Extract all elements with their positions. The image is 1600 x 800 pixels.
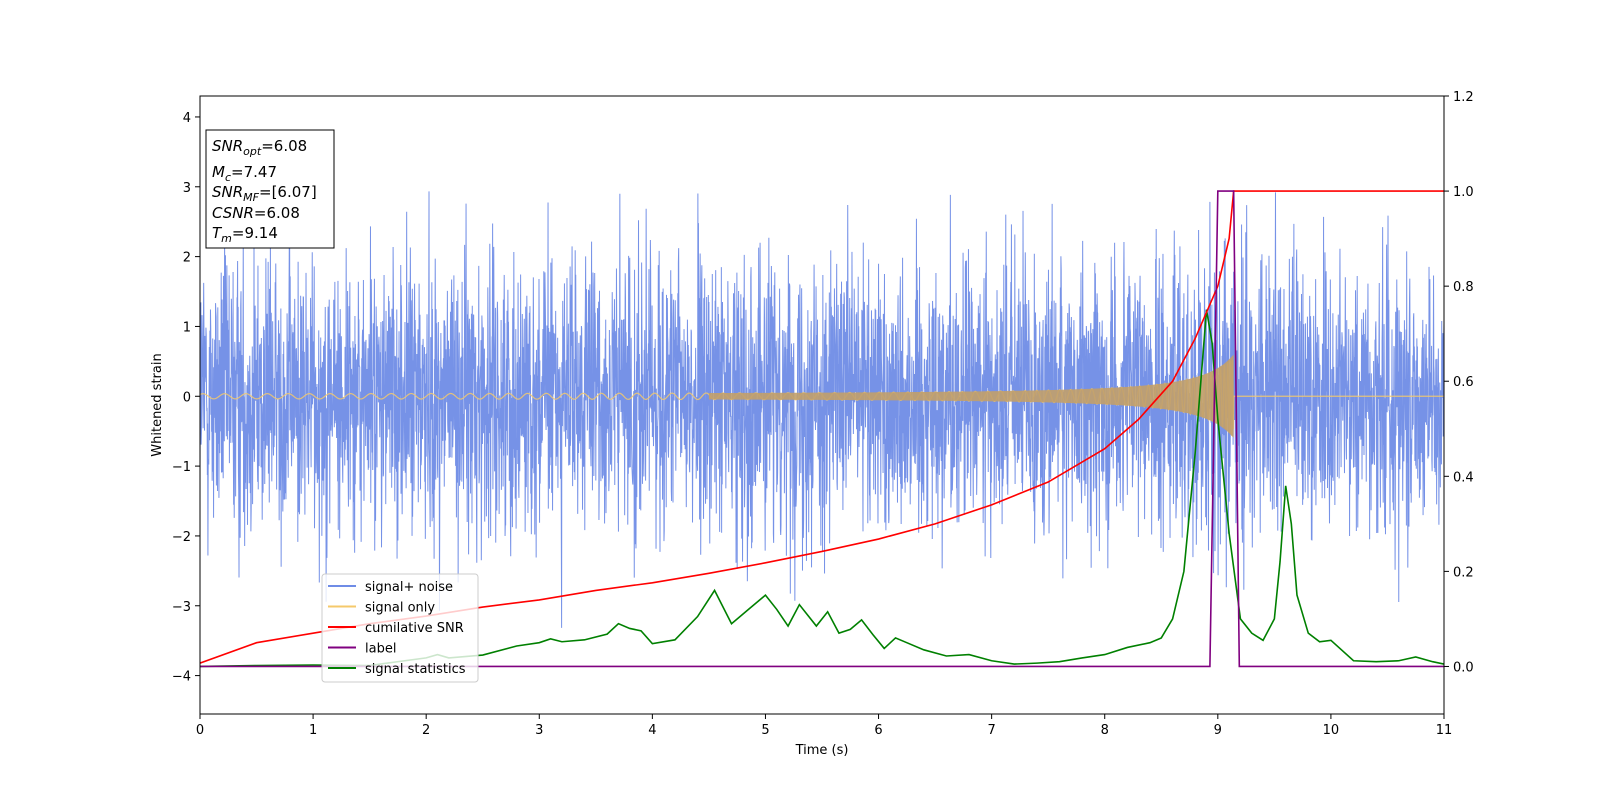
signal-noise-series (200, 191, 1444, 628)
x-tick-label: 0 (196, 723, 204, 738)
info-box-frame (205, 129, 335, 249)
y-right-tick-label: 1.2 (1453, 90, 1474, 105)
x-tick-label: 3 (535, 723, 543, 738)
info-line: CSNR=6.08 (212, 204, 300, 222)
y-axis-right: 0.0 0.2 0.4 0.6 0.8 1.0 1.2 (1444, 90, 1474, 675)
label-line (200, 190, 1444, 668)
legend-label: signal+ noise (365, 580, 453, 595)
x-tick-label: 8 (1101, 723, 1109, 738)
info-line: SNRopt=6.08 (212, 137, 307, 158)
y-axis-label: Whitened strain (150, 353, 165, 456)
y-left-tick-label: 4 (183, 111, 191, 126)
x-tick-label: 10 (1323, 723, 1340, 738)
x-tick-label: 2 (422, 723, 430, 738)
y-right-tick-label: 0.0 (1453, 660, 1474, 675)
y-left-tick-label: 1 (183, 320, 191, 335)
x-tick-label: 9 (1214, 723, 1222, 738)
y-right-tick-label: 0.8 (1453, 280, 1474, 295)
x-tick-label: 5 (761, 723, 769, 738)
info-line: SNRMF=[6.07] (212, 183, 317, 204)
legend-label: cumilative SNR (365, 621, 464, 636)
signal-statistics-line (200, 309, 1444, 668)
x-axis: 0 1 2 3 4 5 6 7 8 9 10 11 (196, 714, 1452, 738)
legend-label: signal statistics (365, 662, 466, 677)
y-right-tick-label: 0.4 (1453, 470, 1474, 485)
x-tick-label: 4 (648, 723, 656, 738)
legend-label: label (365, 642, 396, 657)
info-line: Tm=9.14 (212, 224, 278, 245)
y-left-tick-label: −2 (172, 530, 191, 545)
signal-noise-line (200, 191, 1444, 628)
y-left-tick-label: 0 (183, 390, 191, 405)
x-tick-label: 11 (1436, 723, 1453, 738)
x-axis-label: Time (s) (795, 743, 849, 758)
x-tick-label: 1 (309, 723, 317, 738)
legend-frame (321, 573, 479, 683)
y-right-tick-label: 0.6 (1453, 375, 1474, 390)
signal-only-envelope (708, 354, 1234, 438)
y-left-tick-label: −1 (172, 460, 191, 475)
legend-label: signal only (365, 601, 435, 616)
y-left-tick-label: −4 (172, 670, 191, 685)
y-left-tick-label: −3 (172, 600, 191, 615)
y-left-tick-label: 3 (183, 181, 191, 196)
y-right-tick-label: 1.0 (1453, 185, 1474, 200)
y-right-tick-label: 0.2 (1453, 565, 1474, 580)
x-tick-label: 7 (987, 723, 995, 738)
info-line: Mc=7.47 (212, 163, 277, 184)
y-axis-left: −4 −3 −2 −1 0 1 2 3 4 (172, 111, 200, 685)
plot-frame (199, 95, 1445, 715)
x-tick-label: 6 (874, 723, 882, 738)
y-left-tick-label: 2 (183, 251, 191, 266)
legend: signal+ noise signal only cumilative SNR la… (321, 573, 479, 683)
